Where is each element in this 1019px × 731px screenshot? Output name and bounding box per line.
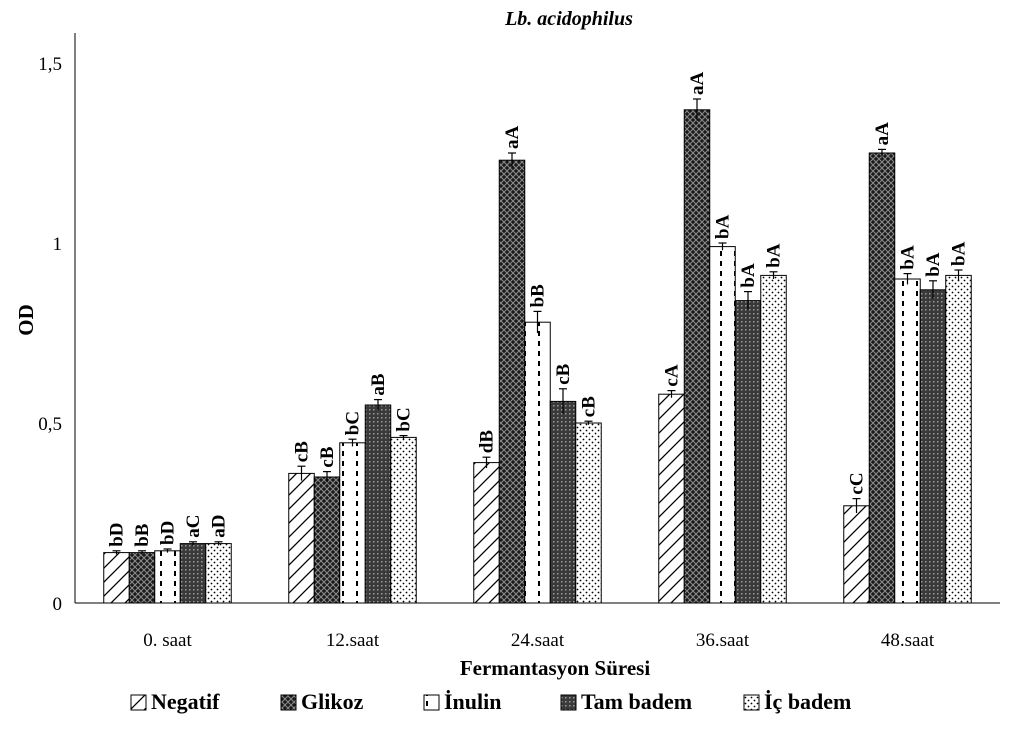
bar [473,462,500,604]
legend-label: İnulin [444,689,502,714]
bar [498,159,526,604]
x-tick-label: 36.saat [696,630,750,651]
data-label: aD [209,515,230,538]
y-tick-label: 0 [53,594,63,615]
bar [364,404,392,604]
bar [390,436,417,604]
y-tick-label: 0,5 [38,414,62,435]
data-label: bD [107,523,128,547]
bar [154,550,181,604]
data-label: aA [502,126,523,150]
data-label: bA [923,252,944,277]
bar [339,442,366,604]
chart-title: Lb. acidophilus [504,8,633,30]
bar [103,552,130,604]
bar [945,274,972,604]
data-label: cB [317,446,338,467]
data-label: bA [949,241,970,266]
x-axis-title: Fermantasyon Süresi [460,656,651,680]
bar [575,422,602,604]
x-tick-label: 12.saat [326,630,380,651]
data-label: bA [738,263,759,288]
data-label: aC [183,515,204,538]
legend: Negatif Glikoz İnulin Tam badem İç badem [130,689,851,714]
legend-swatch [280,694,297,711]
bar [288,472,315,604]
bar [128,552,156,604]
legend-label: Negatif [151,689,220,714]
bar [658,393,685,604]
data-label: bB [132,523,153,547]
data-label: bA [764,243,785,268]
x-tick-label: 24.saat [511,630,565,651]
bar [760,274,787,604]
legend-label: Glikoz [301,689,364,714]
y-axis-title: OD [14,304,38,336]
data-label: bB [528,284,549,308]
bar [683,109,711,604]
bar [894,278,921,604]
x-tick-labels: 0. saat 12.saat 24.saat 36.saat 48.saat [143,630,935,651]
bar [919,289,947,604]
bar [843,505,870,604]
legend-label: İç badem [764,689,851,714]
x-tick-label: 48.saat [881,630,935,651]
data-label: bA [898,245,919,270]
legend-swatch [423,694,440,711]
data-label: dB [477,430,498,454]
y-tick-labels: 0 0,5 1 1,5 [38,54,62,615]
bar [524,321,551,604]
legend-swatch [560,694,577,711]
data-label: bA [713,214,734,239]
bar [868,152,896,604]
data-label: cC [847,472,868,494]
data-label: bC [343,411,364,435]
bar [734,300,762,604]
legend-swatch [743,694,760,711]
legend-label: Tam badem [581,689,692,714]
data-label: cB [292,441,313,462]
bar [313,476,341,604]
data-label: aB [368,373,389,396]
data-label: bC [394,407,415,431]
data-label: aA [872,122,893,146]
data-label: cB [553,363,574,384]
legend-swatch [130,694,147,711]
bar [709,246,736,604]
data-label: bD [158,521,179,545]
bar [549,400,577,604]
data-label: cB [579,396,600,417]
x-tick-label: 0. saat [143,630,192,651]
bar [205,543,232,604]
y-tick-label: 1,5 [38,54,62,75]
bar [179,543,207,604]
data-label: aA [687,72,708,96]
data-label: cA [662,364,683,386]
y-tick-label: 1 [53,234,63,255]
